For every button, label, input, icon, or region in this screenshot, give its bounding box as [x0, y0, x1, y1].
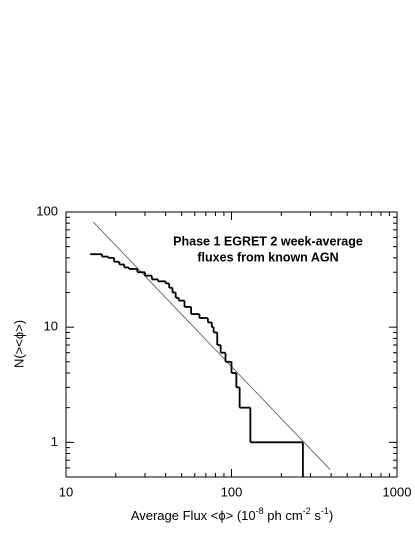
y-tick-label: 100: [36, 203, 58, 218]
x-label-part: ph cm: [264, 508, 303, 523]
x-tick-label: 1000: [383, 484, 412, 499]
x-label-part: -1: [321, 506, 329, 516]
x-label-part: -2: [303, 506, 311, 516]
x-label-part: ): [329, 508, 333, 523]
y-tick-label: 1: [51, 434, 58, 449]
annotation: Phase 1 EGRET 2 week-average: [173, 234, 363, 248]
x-axis-label: Average Flux <ϕ> (10-8 ph cm-2 s-1): [131, 506, 333, 523]
y-axis-label: N(><ϕ>): [11, 320, 26, 368]
annotation: fluxes from known AGN: [197, 250, 338, 264]
x-label-part: -8: [256, 506, 264, 516]
x-label-part: s: [311, 508, 322, 523]
x-tick-label: 100: [221, 484, 243, 499]
x-label-part: Average Flux <ϕ> (10: [131, 508, 256, 523]
y-tick-label: 10: [44, 319, 58, 334]
x-tick-label: 10: [59, 484, 73, 499]
reference-line: [92, 221, 331, 470]
